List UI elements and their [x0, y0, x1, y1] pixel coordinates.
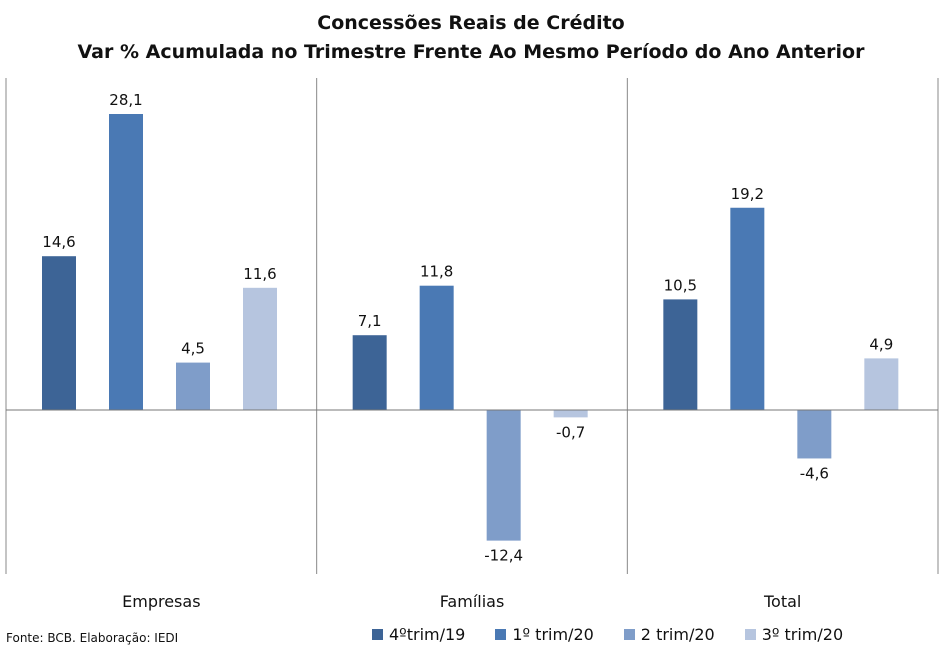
bar — [486, 410, 521, 541]
legend-swatch — [623, 629, 635, 640]
bar — [42, 256, 76, 410]
source-note: Fonte: BCB. Elaboração: IEDI — [6, 631, 179, 645]
legend-item: 1º trim/20 — [495, 625, 594, 644]
data-label: 19,2 — [731, 185, 764, 203]
legend-swatch — [372, 629, 383, 640]
chart-subtitle: Var % Acumulada no Trimestre Frente Ao M… — [77, 41, 865, 63]
legend-item: 4ºtrim/19 — [372, 625, 465, 644]
legend-label: 4ºtrim/19 — [389, 625, 466, 644]
bar — [553, 410, 588, 418]
data-label: 4,5 — [181, 340, 205, 358]
data-label: 10,5 — [664, 276, 697, 294]
legend-label: 3º trim/20 — [761, 625, 844, 644]
data-label: -4,6 — [800, 464, 829, 482]
data-label: 28,1 — [109, 91, 142, 109]
bar — [663, 299, 698, 410]
legend: 4ºtrim/19 1º trim/20 2 trim/20 3º trim/20 — [372, 625, 843, 644]
bar — [176, 362, 210, 410]
bar — [730, 207, 765, 410]
legend-swatch — [495, 629, 507, 640]
legend-item: 3º trim/20 — [744, 625, 844, 644]
data-label: 11,8 — [420, 263, 453, 281]
data-label: 11,6 — [243, 265, 276, 283]
category-label: Total — [763, 592, 801, 611]
legend-item: 2 trim/20 — [623, 625, 715, 644]
bar — [243, 287, 277, 410]
data-label: -0,7 — [556, 423, 585, 441]
legend-swatch — [744, 629, 756, 640]
chart-title: Concessões Reais de Crédito — [317, 12, 625, 34]
bar — [864, 358, 899, 410]
bar — [109, 114, 143, 410]
data-label: 14,6 — [42, 233, 75, 251]
data-label: -12,4 — [484, 547, 523, 565]
bar — [797, 410, 832, 459]
legend-label: 1º trim/20 — [512, 625, 594, 644]
legend-label: 2 trim/20 — [640, 625, 715, 644]
category-label: Empresas — [122, 592, 200, 611]
bar — [352, 335, 387, 410]
category-label: Famílias — [440, 592, 505, 611]
bar — [419, 285, 454, 410]
data-label: 7,1 — [358, 312, 382, 330]
data-label: 4,9 — [869, 335, 893, 353]
